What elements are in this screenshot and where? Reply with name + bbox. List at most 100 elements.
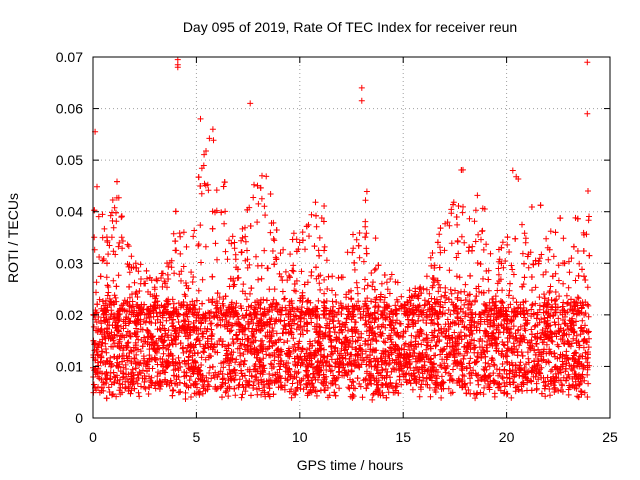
data-point: [116, 338, 123, 345]
data-point: [442, 365, 449, 372]
data-point: [110, 315, 117, 322]
data-point: [110, 277, 117, 284]
data-point: [557, 215, 564, 222]
data-point: [145, 310, 152, 317]
data-point: [95, 362, 102, 369]
data-point: [298, 304, 305, 311]
data-point: [564, 355, 571, 362]
data-point: [99, 298, 106, 305]
data-point: [188, 394, 194, 400]
data-point: [172, 380, 179, 387]
data-point: [575, 272, 582, 279]
data-point: [279, 288, 286, 295]
data-point: [258, 262, 265, 269]
data-point: [108, 234, 115, 241]
data-point: [111, 353, 117, 360]
data-point: [338, 326, 345, 333]
data-point: [301, 353, 308, 360]
data-point: [214, 290, 221, 297]
data-point: [219, 341, 226, 348]
data-point: [555, 277, 562, 284]
data-point: [463, 348, 469, 355]
data-point: [258, 195, 265, 202]
data-point: [130, 264, 137, 271]
data-point: [510, 271, 517, 278]
data-point: [207, 320, 214, 327]
data-point: [492, 293, 499, 300]
data-point: [375, 391, 382, 398]
data-point: [338, 339, 345, 346]
data-point: [289, 267, 296, 274]
data-point: [375, 370, 382, 377]
data-point: [255, 301, 262, 308]
data-point: [123, 300, 130, 307]
data-point: [517, 359, 524, 366]
data-point: [561, 260, 568, 267]
data-point: [394, 279, 401, 286]
data-point: [515, 304, 522, 311]
data-point: [119, 353, 126, 359]
data-point: [377, 331, 384, 338]
data-point: [208, 333, 215, 340]
data-point: [573, 382, 579, 389]
data-point: [488, 357, 495, 364]
data-point: [91, 207, 98, 214]
data-point: [193, 390, 199, 397]
data-point: [104, 304, 111, 311]
data-point: [372, 333, 379, 340]
data-point: [348, 368, 355, 375]
data-point: [423, 286, 430, 293]
data-point: [449, 377, 456, 384]
data-point: [368, 363, 375, 370]
data-point: [323, 315, 329, 322]
data-point: [413, 380, 420, 387]
data-point: [382, 339, 389, 346]
data-point: [267, 191, 274, 197]
data-point: [328, 356, 335, 363]
data-point: [581, 377, 588, 384]
data-point: [424, 381, 431, 388]
data-point: [468, 314, 475, 321]
data-point: [576, 380, 583, 387]
data-point: [406, 305, 413, 312]
data-point: [462, 281, 469, 288]
data-point: [507, 301, 514, 308]
data-point: [370, 391, 376, 398]
data-point: [290, 230, 297, 237]
data-point: [367, 352, 373, 359]
data-point: [306, 233, 312, 240]
chart-title: Day 095 of 2019, Rate Of TEC Index for r…: [183, 19, 517, 35]
data-point: [467, 346, 474, 353]
data-point: [105, 384, 112, 391]
data-point: [487, 250, 494, 257]
data-point: [298, 308, 305, 315]
data-point: [544, 244, 551, 251]
data-point: [117, 391, 124, 398]
data-point: [437, 362, 444, 369]
data-point: [109, 392, 115, 399]
data-point: [484, 348, 491, 355]
data-point: [329, 287, 335, 294]
data-point: [345, 327, 351, 334]
data-point: [224, 385, 231, 392]
data-point: [270, 363, 277, 370]
data-point: [534, 335, 541, 342]
data-point: [370, 346, 376, 353]
data-point: [540, 271, 547, 278]
data-point: [474, 260, 481, 266]
data-point: [301, 315, 308, 322]
data-point: [239, 336, 246, 343]
data-point: [421, 358, 428, 365]
data-point: [387, 276, 394, 282]
data-point: [255, 276, 262, 283]
data-point: [172, 336, 179, 343]
data-point: [141, 311, 148, 318]
data-point: [324, 286, 331, 292]
data-point: [198, 354, 205, 361]
data-point: [478, 355, 485, 361]
data-point: [335, 274, 342, 281]
data-point: [393, 307, 400, 314]
data-point: [328, 367, 335, 374]
data-point: [133, 333, 140, 340]
data-point: [521, 336, 528, 343]
